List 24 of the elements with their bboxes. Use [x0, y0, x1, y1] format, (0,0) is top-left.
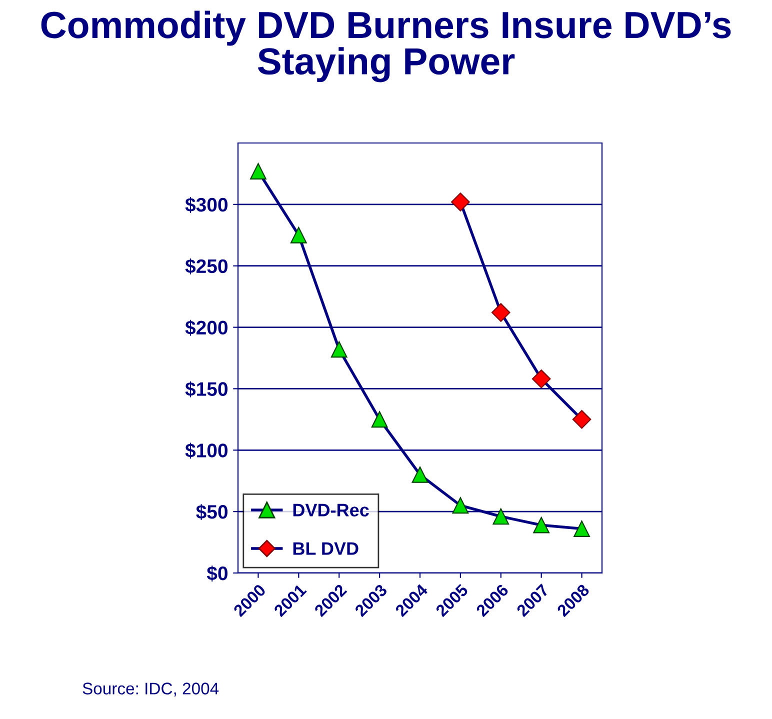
- point: [290, 226, 307, 244]
- point: [491, 303, 510, 322]
- y-tick-label: $150: [185, 381, 228, 398]
- y-tick-label: $200: [185, 320, 228, 336]
- y-tick-label: $0: [206, 566, 228, 582]
- point: [574, 520, 590, 537]
- point: [330, 341, 348, 358]
- source-note: Source: IDC, 2004: [82, 682, 219, 696]
- point: [250, 163, 266, 180]
- point: [371, 411, 388, 428]
- point: [452, 497, 469, 514]
- point: [451, 192, 470, 212]
- y-tick-label: $100: [185, 442, 228, 459]
- chart-title: Commodity DVD Burners Insure DVD’s Staying Power: [41, 10, 731, 82]
- legend-label: DVD-Rec: [293, 504, 369, 516]
- y-tick-label: $50: [196, 504, 228, 520]
- y-tick-label: $300: [185, 197, 228, 213]
- point: [572, 410, 592, 429]
- y-tick-label: $250: [185, 258, 228, 274]
- point: [412, 466, 428, 483]
- legend-label: BL DVD: [293, 542, 358, 555]
- point: [532, 369, 551, 388]
- point: [492, 508, 510, 525]
- point: [533, 516, 550, 534]
